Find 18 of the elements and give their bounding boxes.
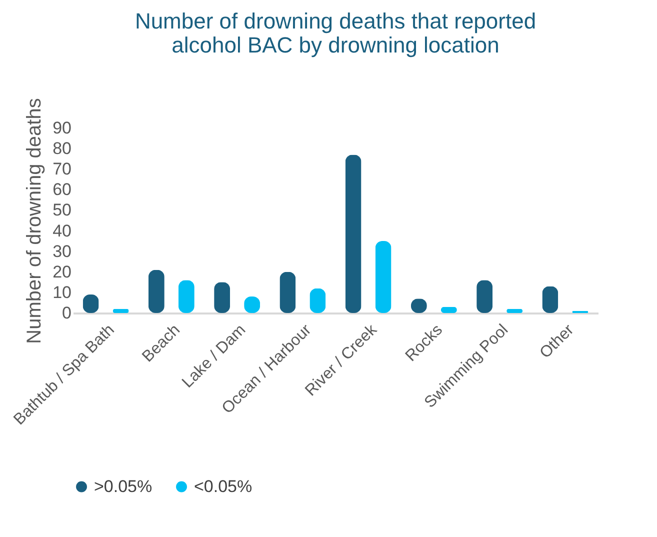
y-tick-label: 30 bbox=[52, 242, 72, 261]
y-tick-label: 90 bbox=[52, 118, 72, 138]
bar bbox=[280, 272, 296, 313]
y-tick-label: 70 bbox=[52, 160, 72, 179]
y-tick-label: 20 bbox=[52, 262, 72, 282]
y-tick-label: 0 bbox=[62, 304, 72, 322]
bar bbox=[375, 241, 392, 313]
y-tick-label: 40 bbox=[52, 221, 72, 240]
legend-label: <0.05% bbox=[194, 476, 252, 496]
bar bbox=[148, 270, 164, 313]
bar bbox=[345, 154, 362, 313]
y-axis-title: Number of drowning deaths bbox=[24, 98, 46, 344]
chart-title: Number of drowning deaths that reported alcohol BAC by drowning location bbox=[134, 8, 536, 58]
y-tick-label: 80 bbox=[52, 139, 72, 158]
legend-label: >0.05% bbox=[94, 476, 152, 496]
y-tick-label: 50 bbox=[52, 200, 72, 220]
y-tick-label: 60 bbox=[52, 180, 72, 200]
y-tick-label: 10 bbox=[52, 282, 72, 302]
